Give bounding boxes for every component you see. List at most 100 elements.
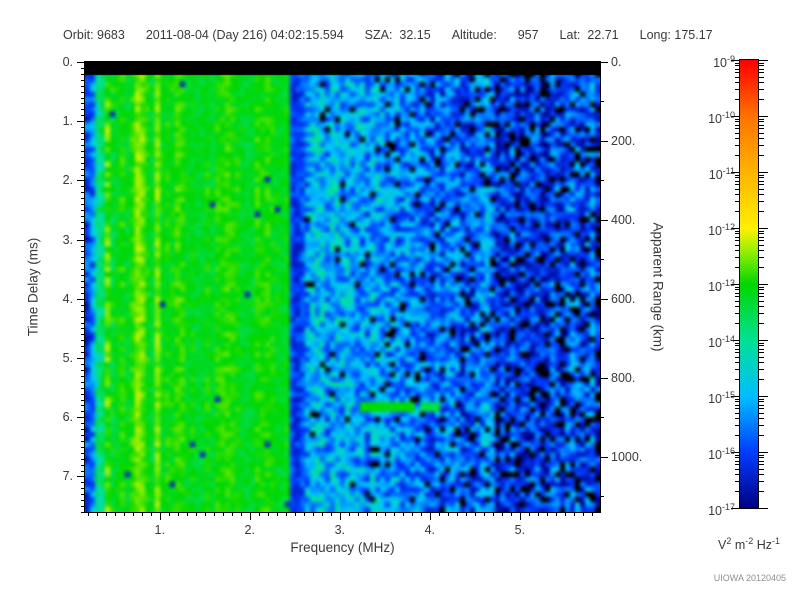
colorbar-minor-tick xyxy=(735,348,740,350)
x-axis-minor-tick xyxy=(591,512,593,516)
x-axis-minor-tick xyxy=(294,512,296,516)
colorbar-minor-tick xyxy=(735,323,740,325)
colorbar-minor-tick xyxy=(735,180,740,182)
colorbar-major-tick xyxy=(759,340,768,341)
colorbar-minor-tick xyxy=(759,300,764,302)
colorbar-minor-tick xyxy=(735,76,740,78)
colorbar-major-tick xyxy=(731,60,740,61)
y2-axis-major-tick xyxy=(600,456,608,458)
colorbar-minor-tick xyxy=(759,184,764,186)
x-axis-minor-tick xyxy=(132,512,134,516)
colorbar-minor-tick xyxy=(759,348,764,350)
colorbar-minor-tick xyxy=(759,398,764,400)
x-axis-minor-tick xyxy=(240,512,242,516)
colorbar-minor-tick xyxy=(759,174,764,176)
x-axis-major-tick xyxy=(249,512,251,520)
colorbar-minor-tick xyxy=(735,460,740,462)
colorbar-minor-tick xyxy=(759,257,764,259)
colorbar-minor-tick xyxy=(759,188,764,190)
colorbar-minor-tick xyxy=(759,404,764,406)
y-axis-minor-tick xyxy=(81,322,85,324)
colorbar-minor-tick xyxy=(759,180,764,182)
colorbar-minor-tick xyxy=(759,286,764,288)
y-axis-minor-tick xyxy=(81,227,85,229)
x-axis-minor-tick xyxy=(510,512,512,516)
y-axis-minor-tick xyxy=(81,381,85,383)
y-axis-minor-tick xyxy=(81,204,85,206)
y-axis-minor-tick xyxy=(81,174,85,176)
colorbar-minor-tick xyxy=(759,267,764,269)
colorbar-minor-tick xyxy=(735,464,740,466)
colorbar-major-tick xyxy=(731,340,740,341)
colorbar-minor-tick xyxy=(735,244,740,246)
x-axis-minor-tick xyxy=(582,512,584,516)
colorbar-major-tick xyxy=(731,452,740,453)
y-axis-minor-tick xyxy=(81,97,85,99)
colorbar-major-tick xyxy=(731,508,740,509)
colorbar-minor-tick xyxy=(759,313,764,315)
header-altitude: Altitude: 957 xyxy=(451,28,539,42)
colorbar-minor-tick xyxy=(735,454,740,456)
y-axis-minor-tick xyxy=(81,405,85,407)
colorbar-minor-tick xyxy=(759,362,764,364)
y-axis-minor-tick xyxy=(81,150,85,152)
y-axis-major-tick xyxy=(77,358,85,360)
y-axis-minor-tick xyxy=(81,304,85,306)
y-axis-minor-tick xyxy=(81,133,85,135)
y-axis-minor-tick xyxy=(81,103,85,105)
y2-axis-tick-label: 400. xyxy=(611,212,636,227)
colorbar-minor-tick xyxy=(759,230,764,232)
y-axis-minor-tick xyxy=(81,423,85,425)
spectrogram-canvas xyxy=(84,61,601,513)
x-axis-minor-tick xyxy=(141,512,143,516)
colorbar-major-tick xyxy=(731,284,740,285)
colorbar-minor-tick xyxy=(735,184,740,186)
colorbar-minor-tick xyxy=(735,313,740,315)
x-axis-minor-tick xyxy=(573,512,575,516)
colorbar-minor-tick xyxy=(759,201,764,203)
y2-axis-minor-tick xyxy=(600,259,604,261)
x-axis-minor-tick xyxy=(204,512,206,516)
colorbar-minor-tick xyxy=(735,369,740,371)
x-axis-minor-tick xyxy=(87,512,89,516)
y-axis-minor-tick xyxy=(81,91,85,93)
x-axis-minor-tick xyxy=(312,512,314,516)
x-axis-minor-tick xyxy=(528,512,530,516)
colorbar-minor-tick xyxy=(759,352,764,354)
x-axis-title: Frequency (MHz) xyxy=(290,540,395,555)
colorbar-minor-tick xyxy=(735,267,740,269)
y-axis-minor-tick xyxy=(81,215,85,217)
x-axis-minor-tick xyxy=(384,512,386,516)
x-axis-minor-tick xyxy=(357,512,359,516)
colorbar-minor-tick xyxy=(759,250,764,252)
colorbar-canvas xyxy=(739,59,759,509)
colorbar-major-tick xyxy=(759,228,768,229)
x-axis-minor-tick xyxy=(456,512,458,516)
colorbar-minor-tick xyxy=(759,65,764,67)
colorbar-minor-tick xyxy=(759,155,764,157)
colorbar-minor-tick xyxy=(735,72,740,74)
colorbar-minor-tick xyxy=(759,99,764,101)
colorbar-minor-tick xyxy=(735,145,740,147)
colorbar-minor-tick xyxy=(735,155,740,157)
y-axis-minor-tick xyxy=(81,127,85,129)
colorbar-minor-tick xyxy=(759,121,764,123)
colorbar-minor-tick xyxy=(735,457,740,459)
y2-axis-tick-label: 600. xyxy=(611,291,636,306)
y2-axis-title: Apparent Range (km) xyxy=(650,222,666,352)
colorbar-minor-tick xyxy=(735,425,740,427)
colorbar-minor-tick xyxy=(735,188,740,190)
y-axis-minor-tick xyxy=(81,287,85,288)
y-axis-tick-label: 2. xyxy=(62,173,73,188)
colorbar-minor-tick xyxy=(735,292,740,294)
colorbar-minor-tick xyxy=(759,118,764,120)
header-sza: SZA: 32.15 xyxy=(364,28,431,42)
x-axis-minor-tick xyxy=(168,512,170,516)
colorbar-minor-tick xyxy=(759,323,764,325)
y2-axis-minor-tick xyxy=(600,338,604,340)
y-axis-minor-tick xyxy=(81,192,85,194)
y2-axis-minor-tick xyxy=(600,101,604,103)
y2-axis-tick-label: 0. xyxy=(611,55,622,69)
y-axis-minor-tick xyxy=(81,452,85,454)
